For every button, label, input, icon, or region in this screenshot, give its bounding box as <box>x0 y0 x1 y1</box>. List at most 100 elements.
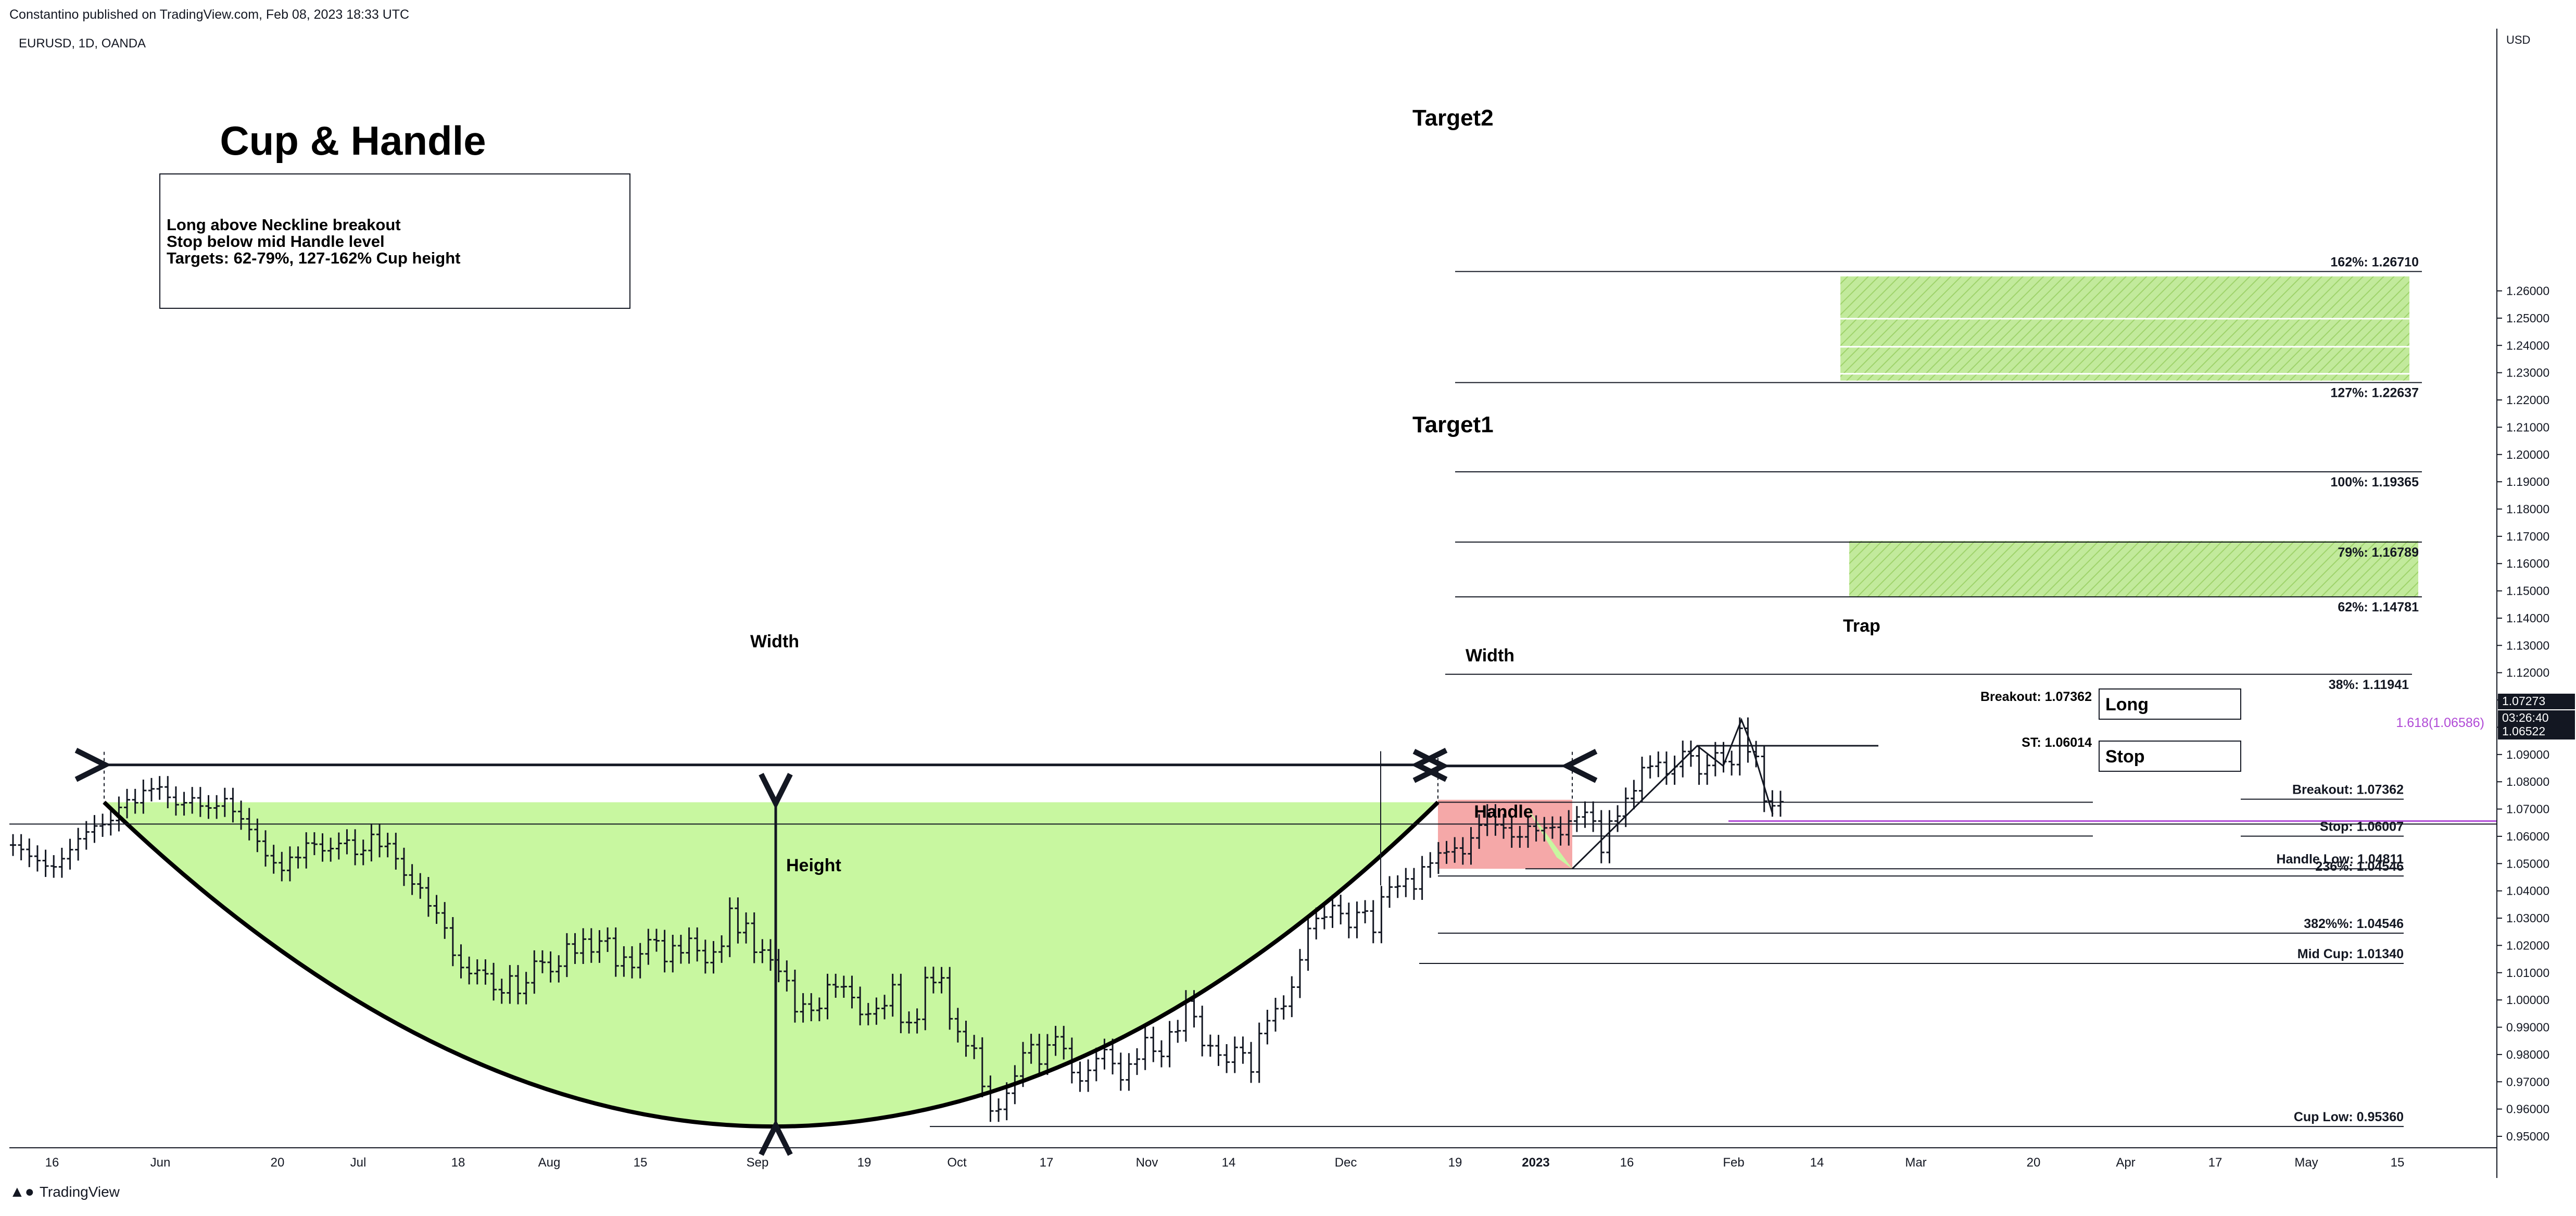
y-tick-label: 1.20000 <box>2506 448 2549 461</box>
level-label: 38%: 1.11941 <box>2329 678 2409 692</box>
time-axis[interactable]: 16 Jun 20 Jul 18 Aug 15 Sep 19 Oct 17 Nov 14 Dec 19 202… <box>45 1156 2405 1170</box>
x-tick-label: Dec <box>1335 1156 1357 1170</box>
y-tick-label: 1.23000 <box>2506 366 2549 380</box>
level-label: Breakout: 1.07362 <box>2292 783 2404 797</box>
y-tick-label: 0.95000 <box>2506 1130 2549 1143</box>
y-tick-label: 1.06000 <box>2506 830 2549 843</box>
stop-label: Stop <box>2105 747 2145 767</box>
y-tick-label: 1.17000 <box>2506 530 2549 543</box>
target-zone-rect <box>1840 276 2409 381</box>
trap-label: Trap <box>1843 616 1880 636</box>
y-tick-label: 1.26000 <box>2506 284 2549 298</box>
level-label: 100%: 1.19365 <box>2330 475 2419 490</box>
x-tick-label: 14 <box>1222 1156 1236 1170</box>
price-tag-bg <box>2498 710 2575 726</box>
y-tick-label: 0.99000 <box>2506 1021 2549 1034</box>
x-tick-label: 20 <box>271 1156 285 1170</box>
target1-label: Target1 <box>1412 412 1494 437</box>
price-tag-label: 1.06522 <box>2502 724 2545 738</box>
target-zone-rect <box>1849 541 2418 597</box>
pattern-structure <box>104 718 2093 1125</box>
price-axis[interactable]: 1.26000 1.25000 1.24000 1.23000 1.22000 1.210… <box>2497 284 2549 1143</box>
y-tick-label: 1.14000 <box>2506 611 2549 625</box>
pattern-title: Cup & Handle <box>220 118 486 164</box>
level-label: 382%%: 1.04546 <box>2304 917 2404 931</box>
handle-width-label: Width <box>1466 646 1514 666</box>
tradingview-logo-icon: ▲● <box>9 1183 34 1200</box>
y-tick-label: 1.24000 <box>2506 339 2549 352</box>
x-tick-label: Jun <box>150 1156 171 1170</box>
height-label: Height <box>786 856 841 875</box>
x-tick-label: 19 <box>857 1156 872 1170</box>
price-tags: 1.07273 03:26:401.06522 <box>2498 694 2575 739</box>
breakout-left-label: Breakout: 1.07362 <box>1980 690 2092 704</box>
level-label: 79%: 1.16789 <box>2338 545 2419 560</box>
y-tick-label: 1.00000 <box>2506 993 2549 1007</box>
x-tick-label: 14 <box>1810 1156 1824 1170</box>
fib-levels: 162%: 1.26710 127%: 1.22637 100%: 1.19365 7… <box>930 255 2422 1127</box>
x-tick-label: Oct <box>947 1156 967 1170</box>
x-tick-label: Sep <box>747 1156 769 1170</box>
note-line-1: Long above Neckline breakout <box>167 216 401 234</box>
trap-spike <box>1697 718 1774 814</box>
cup-width-label: Width <box>750 632 799 651</box>
x-tick-label: Jul <box>350 1156 367 1170</box>
price-tag-label: 03:26:40 <box>2502 711 2549 724</box>
y-tick-label: 1.05000 <box>2506 857 2549 870</box>
y-tick-label: 1.25000 <box>2506 311 2549 325</box>
handle-triangle <box>1525 805 1572 869</box>
fib-purple-label: 1.618(1.06586) <box>2396 716 2484 730</box>
target-zones <box>1840 276 2418 597</box>
x-tick-label: 15 <box>634 1156 648 1170</box>
y-tick-label: 1.02000 <box>2506 938 2549 952</box>
y-tick-label: 1.15000 <box>2506 584 2549 598</box>
long-box <box>2099 688 2241 720</box>
level-label: 62%: 1.14781 <box>2338 600 2419 615</box>
axis-currency-label: USD <box>2506 33 2530 46</box>
x-tick-label: 19 <box>1448 1156 1462 1170</box>
note-line-3: Targets: 62-79%, 127-162% Cup height <box>167 249 461 267</box>
y-tick-label: 1.18000 <box>2506 502 2549 516</box>
footer-brand[interactable]: ▲● TradingView <box>9 1183 120 1201</box>
level-label: Cup Low: 0.95360 <box>2294 1110 2404 1124</box>
x-tick-label: Apr <box>2116 1156 2135 1170</box>
y-tick-label: 0.96000 <box>2506 1102 2549 1116</box>
x-tick-label: 20 <box>2027 1156 2041 1170</box>
level-label: 162%: 1.26710 <box>2330 255 2419 269</box>
x-tick-label: 16 <box>1620 1156 1634 1170</box>
y-tick-label: 1.19000 <box>2506 475 2549 488</box>
y-tick-label: 1.09000 <box>2506 748 2549 761</box>
x-tick-label: 17 <box>2208 1156 2223 1170</box>
y-tick-label: 1.08000 <box>2506 775 2549 788</box>
symbol-label[interactable]: EURUSD, 1D, OANDA <box>19 36 146 51</box>
y-tick-label: 1.22000 <box>2506 393 2549 407</box>
x-tick-label: 18 <box>451 1156 465 1170</box>
x-tick-label: 15 <box>2391 1156 2405 1170</box>
level-label: 127%: 1.22637 <box>2330 386 2419 400</box>
footer-brand-label: TradingView <box>39 1184 120 1200</box>
x-tick-label: 17 <box>1040 1156 1054 1170</box>
y-tick-label: 1.13000 <box>2506 638 2549 652</box>
note-box <box>159 173 630 309</box>
price-tag-label: 1.07273 <box>2502 694 2545 708</box>
x-tick-label: Nov <box>1136 1156 1158 1170</box>
long-label: Long <box>2105 695 2149 714</box>
price-tag-bg <box>2498 694 2575 709</box>
y-tick-label: 0.97000 <box>2506 1075 2549 1088</box>
handle-fill <box>1438 799 1572 869</box>
x-tick-label: 2023 <box>1522 1156 1549 1170</box>
x-tick-label: Mar <box>1905 1156 1926 1170</box>
y-tick-label: 1.12000 <box>2506 666 2549 680</box>
x-tick-label: Aug <box>538 1156 561 1170</box>
st-left-label: ST: 1.06014 <box>2022 735 2092 750</box>
note-line-2: Stop below mid Handle level <box>167 232 385 250</box>
stop-box <box>2099 741 2241 772</box>
level-label: 236%: 1.04546 <box>2315 859 2404 874</box>
y-tick-label: 1.03000 <box>2506 911 2549 925</box>
level-label: Handle Low: 1.04811 <box>2276 852 2404 867</box>
y-tick-label: 1.21000 <box>2506 420 2549 434</box>
ohlc-bars <box>10 717 1784 1122</box>
level-label: Mid Cup: 1.01340 <box>2297 947 2404 961</box>
